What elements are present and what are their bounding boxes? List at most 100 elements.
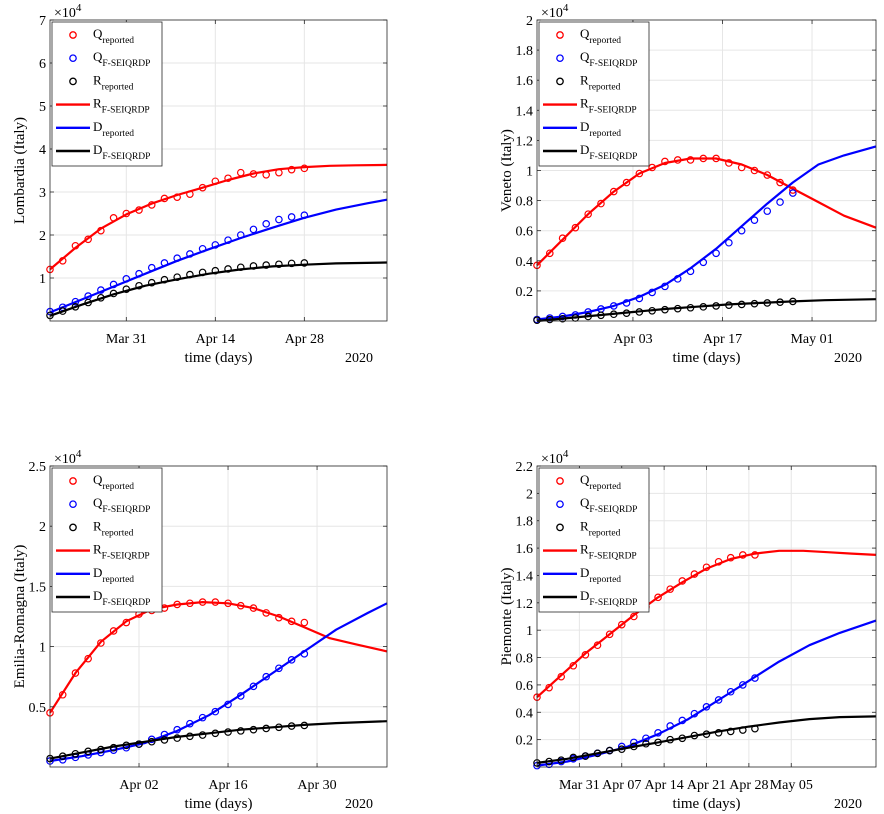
data-point [678,577,687,585]
data-point [751,551,759,559]
data-point [678,716,687,725]
data-point [635,294,644,303]
exponent-power: 4 [563,2,569,14]
data-point [109,289,118,298]
data-point [597,311,605,320]
exponent-power: 4 [76,448,82,460]
data-point [109,280,118,289]
series-d-model [536,298,877,323]
data-point [584,312,592,321]
series-d-model [49,720,388,760]
y-tick-label: 1.2 [516,134,534,149]
series-line [49,261,388,317]
data-point [186,250,194,258]
x-tick-label: Mar 31 [106,332,147,347]
y-axis-label: Lombardia (Italy) [12,117,28,224]
legend-label-main: Q [580,49,590,64]
series-q-reported [533,551,759,702]
exponent-times: × [541,6,549,21]
data-point [725,301,733,309]
data-point [71,297,80,306]
series-r-model [49,198,388,314]
data-point [763,299,772,307]
legend-label: Qreported [580,472,621,492]
y-tick-label: 1.6 [516,74,534,89]
legend-entry: Qreported [556,472,621,492]
exponent-base: 10 [549,6,563,21]
data-point [275,168,283,177]
data-point [569,753,578,762]
data-point [666,722,674,730]
legend-entry: RF-SEIQRDP [56,542,150,562]
y-axis-exponent: ×104 [541,448,569,467]
data-point [71,749,80,758]
data-point [262,220,270,228]
legend-entry: Dreported [56,565,134,585]
subplot-piemonte: 0.2 0.4 0.6 0.8 1 1.2 1.4 1.6 1.8 2 2.2 Mar 31 Apr 0… [499,448,877,812]
data-point [605,746,614,755]
data-point [71,241,80,250]
data-point [699,258,708,267]
data-point [211,241,220,249]
y-tick-label: 0.6 [516,225,534,240]
legend-label: Qreported [93,26,134,46]
legend-entry: RF-SEIQRDP [56,96,150,116]
legend-entry: DF-SEIQRDP [56,588,150,608]
legend-entry: Dreported [543,119,621,139]
data-point [557,672,566,681]
legend-label-sub: reported [589,82,621,92]
data-point [726,687,735,696]
data-point [545,683,553,692]
legend: QreportedQF-SEIQRDPRreportedRF-SEIQRDPDr… [538,467,650,613]
y-tick-label: 0.2 [516,734,534,749]
data-point [597,199,605,208]
data-point [686,156,695,164]
legend-label-main: D [580,588,589,603]
data-point [661,305,669,314]
legend-label: Qreported [93,472,134,492]
legend-label-sub: reported [589,528,621,538]
data-point [714,557,723,566]
data-point [160,259,169,267]
y-tick-label: 6 [39,57,46,72]
data-point [135,269,143,278]
data-point [630,612,638,621]
data-point [275,613,283,622]
legend: QreportedQF-SEIQRDPRreportedRF-SEIQRDPDr… [51,467,163,613]
data-point [545,249,554,258]
data-point [654,728,662,737]
legend-label-sub: F-SEIQRDP [102,552,150,562]
data-point [609,302,618,310]
data-point [609,187,618,196]
data-point [58,307,67,315]
data-point [593,641,602,650]
legend-label-main: D [93,142,102,157]
x-tick-label: Apr 16 [208,778,247,793]
data-point [122,741,131,750]
legend-label: DF-SEIQRDP [93,588,150,608]
legend-label-sub: reported [589,129,621,139]
legend-entry: DF-SEIQRDP [56,142,150,162]
data-point [593,749,602,758]
exponent-base: 10 [62,452,76,467]
data-point [109,627,118,635]
data-point [84,747,92,756]
legend-marker [556,77,564,86]
data-point [739,726,747,734]
data-point [135,740,143,748]
data-point [71,303,80,311]
data-point [236,231,245,239]
legend-label: RF-SEIQRDP [580,542,637,562]
legend-label-main: Q [93,472,103,487]
legend-label-sub: reported [589,482,621,492]
data-point [300,259,309,267]
legend-label-sub: F-SEIQRDP [102,505,150,515]
y-tick-label: 1 [526,165,533,180]
data-point [109,214,118,222]
data-point [581,651,590,659]
legend-marker [556,31,564,39]
exponent-times: × [54,452,62,467]
data-point [569,661,578,670]
data-point [275,664,283,673]
